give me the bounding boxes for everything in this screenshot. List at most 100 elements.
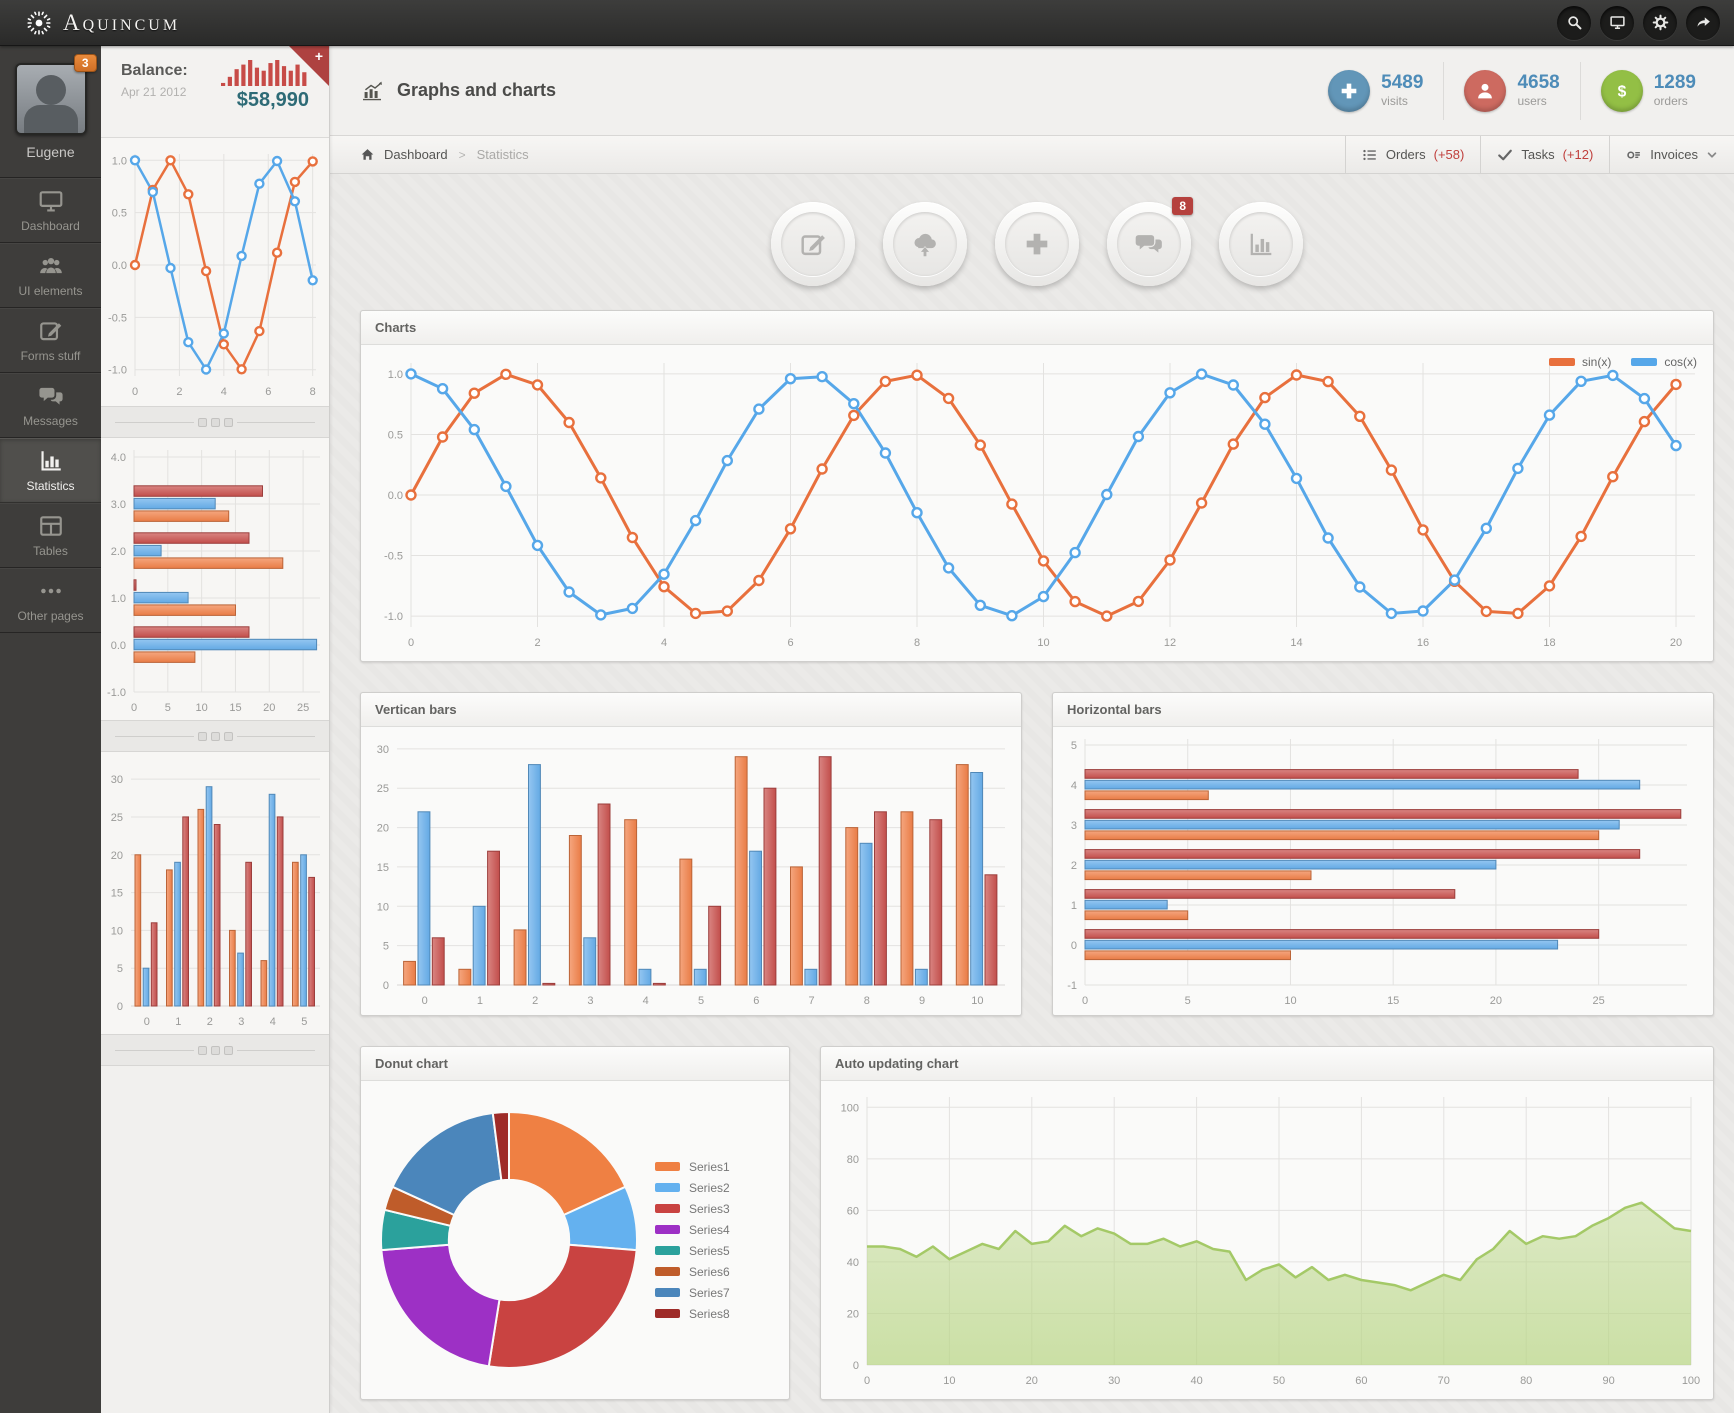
search-button[interactable] bbox=[1557, 5, 1591, 40]
svg-text:0: 0 bbox=[131, 702, 137, 714]
chart-legend: sin(x) cos(x) bbox=[1548, 355, 1697, 369]
svg-text:10: 10 bbox=[111, 925, 123, 937]
svg-text:5: 5 bbox=[1071, 740, 1077, 752]
sidebar-item-other-pages[interactable]: Other pages bbox=[0, 568, 101, 633]
breadcrumb-bar: Dashboard > Statistics Orders (+58) Tasks (… bbox=[330, 136, 1734, 174]
stat-users[interactable]: 4658 users bbox=[1443, 61, 1579, 120]
balance-ribbon[interactable] bbox=[289, 46, 329, 86]
svg-text:2.0: 2.0 bbox=[111, 546, 126, 558]
vertical-bars-chart: 0 5 10 15 20 25 30 0 1 2 3 4 5 6 7 8 9 10 bbox=[361, 727, 1021, 1015]
auto-updating-chart: 0 10 20 30 40 50 60 70 80 90 100 0 20 40 60 80 100 bbox=[821, 1081, 1713, 1399]
upload-button[interactable] bbox=[883, 202, 967, 286]
donut-panel-title: Donut chart bbox=[361, 1047, 789, 1081]
stat-value: 1289 bbox=[1653, 72, 1696, 94]
svg-text:0: 0 bbox=[408, 637, 414, 649]
balance-widget: Balance: Apr 21 2012 $58,990 + bbox=[101, 46, 329, 138]
svg-text:25: 25 bbox=[1593, 995, 1605, 1007]
user-block[interactable]: 3 Eugene bbox=[0, 46, 101, 178]
svg-text:0: 0 bbox=[117, 1001, 123, 1013]
svg-text:0: 0 bbox=[132, 386, 138, 398]
auto-updating-panel: Auto updating chart 0 10 20 30 40 50 60 70 80 90 1… bbox=[820, 1046, 1714, 1400]
page-title-text: Graphs and charts bbox=[397, 80, 557, 100]
svg-text:4: 4 bbox=[1071, 780, 1077, 792]
breadcrumb-root[interactable]: Dashboard bbox=[384, 147, 448, 162]
tasks-button[interactable]: Tasks (+12) bbox=[1480, 136, 1609, 173]
compose-button[interactable] bbox=[771, 202, 855, 286]
horizontal-bars-chart: 0 5 10 15 20 25 -1 0 1 2 3 4 5 bbox=[1053, 727, 1713, 1015]
stat-label: orders bbox=[1653, 93, 1688, 108]
svg-text:0.5: 0.5 bbox=[388, 429, 403, 441]
stat-orders[interactable]: $1289 orders bbox=[1579, 61, 1716, 120]
svg-text:1.0: 1.0 bbox=[112, 155, 127, 167]
widget-divider[interactable] bbox=[101, 406, 329, 438]
donut-legend-label: Series8 bbox=[689, 1306, 730, 1321]
widget-divider[interactable] bbox=[101, 1034, 329, 1066]
sidebar-item-forms-stuff[interactable]: Forms stuff bbox=[0, 308, 101, 373]
brand-sun-icon bbox=[26, 10, 52, 36]
check-icon bbox=[1497, 147, 1513, 163]
svg-text:20: 20 bbox=[263, 702, 275, 714]
settings-button[interactable] bbox=[1643, 5, 1677, 40]
avatar[interactable] bbox=[14, 63, 87, 135]
svg-text:1: 1 bbox=[1071, 900, 1077, 912]
donut-legend-swatch bbox=[655, 1225, 680, 1234]
legend-item: sin(x) bbox=[1548, 355, 1611, 369]
toolbar: Orders (+58) Tasks (+12) Invoices bbox=[1344, 136, 1734, 173]
badge: 8 bbox=[1172, 197, 1193, 215]
sidebar-item-messages[interactable]: Messages bbox=[0, 373, 101, 438]
compose-icon bbox=[798, 229, 828, 259]
svg-text:40: 40 bbox=[847, 1257, 859, 1269]
donut-legend: Series1 Series2 Series3 Series4 Series5 Serie… bbox=[645, 1160, 781, 1321]
svg-text:12: 12 bbox=[1164, 637, 1176, 649]
sidebar-item-dashboard[interactable]: Dashboard bbox=[0, 178, 101, 243]
svg-text:15: 15 bbox=[229, 702, 241, 714]
sidebar-item-tables[interactable]: Tables bbox=[0, 503, 101, 568]
svg-text:3: 3 bbox=[1071, 820, 1077, 832]
stats-icon bbox=[38, 448, 64, 474]
invoice-icon bbox=[1626, 147, 1642, 163]
add-button[interactable] bbox=[995, 202, 1079, 286]
share-button[interactable] bbox=[1686, 5, 1720, 40]
display-button[interactable] bbox=[1600, 5, 1634, 40]
svg-text:20: 20 bbox=[1490, 995, 1502, 1007]
svg-text:25: 25 bbox=[111, 812, 123, 824]
sidebar-item-statistics[interactable]: Statistics bbox=[0, 438, 101, 503]
ribbon-plus-icon: + bbox=[314, 48, 323, 64]
svg-text:2: 2 bbox=[176, 386, 182, 398]
donut-legend-swatch bbox=[655, 1288, 680, 1297]
donut-legend-swatch bbox=[655, 1246, 680, 1255]
home-icon[interactable] bbox=[360, 147, 375, 162]
invoices-button[interactable]: Invoices bbox=[1609, 136, 1734, 173]
main-area: Graphs and charts 5489 visits 4658 users $12… bbox=[330, 46, 1734, 1413]
balance-date: Apr 21 2012 bbox=[121, 85, 187, 99]
donut-legend-item: Series7 bbox=[655, 1286, 781, 1300]
messages-button[interactable]: 8 bbox=[1107, 197, 1193, 286]
share-icon bbox=[1695, 14, 1712, 31]
dollar-icon: $ bbox=[1600, 69, 1643, 112]
svg-text:0: 0 bbox=[144, 1016, 150, 1028]
legend-label: cos(x) bbox=[1664, 355, 1697, 369]
widget-column: Balance: Apr 21 2012 $58,990 + 0 2 4 6 8 -1.0… bbox=[101, 46, 330, 1413]
donut-chart bbox=[373, 1092, 645, 1388]
stat-visits[interactable]: 5489 visits bbox=[1308, 62, 1443, 120]
sidebar-item-ui-elements[interactable]: UI elements bbox=[0, 243, 101, 308]
charts-panel-title: Charts bbox=[361, 311, 1713, 345]
sidebar: 3 Eugene Dashboard UI elements Forms stuff… bbox=[0, 46, 101, 1413]
reports-button[interactable] bbox=[1219, 202, 1303, 286]
svg-text:20: 20 bbox=[377, 823, 389, 835]
chevron-down-icon bbox=[1706, 149, 1718, 161]
horizontal-bars-panel: Horizontal bars 0 5 10 15 20 25 -1 0 1 2 3 4 5 bbox=[1052, 692, 1714, 1016]
svg-text:40: 40 bbox=[1190, 1375, 1202, 1387]
orders-button[interactable]: Orders (+58) bbox=[1344, 136, 1480, 173]
charts-panel: Charts sin(x) cos(x) 0 2 4 6 8 10 12 14 16 18 20 -1.… bbox=[360, 310, 1714, 662]
svg-text:0.5: 0.5 bbox=[112, 208, 127, 220]
search-icon bbox=[1566, 14, 1583, 31]
widget-divider[interactable] bbox=[101, 720, 329, 752]
svg-text:10: 10 bbox=[1037, 637, 1049, 649]
donut-legend-item: Series4 bbox=[655, 1223, 781, 1237]
plusbig-icon bbox=[1022, 229, 1052, 259]
svg-text:0: 0 bbox=[864, 1375, 870, 1387]
brand: Aquincum bbox=[26, 10, 180, 36]
sin-cos-chart: 0 2 4 6 8 10 12 14 16 18 20 -1.0 -0.5 0.0 0.5 1.0 bbox=[361, 345, 1713, 661]
donut-legend-swatch bbox=[655, 1309, 680, 1318]
